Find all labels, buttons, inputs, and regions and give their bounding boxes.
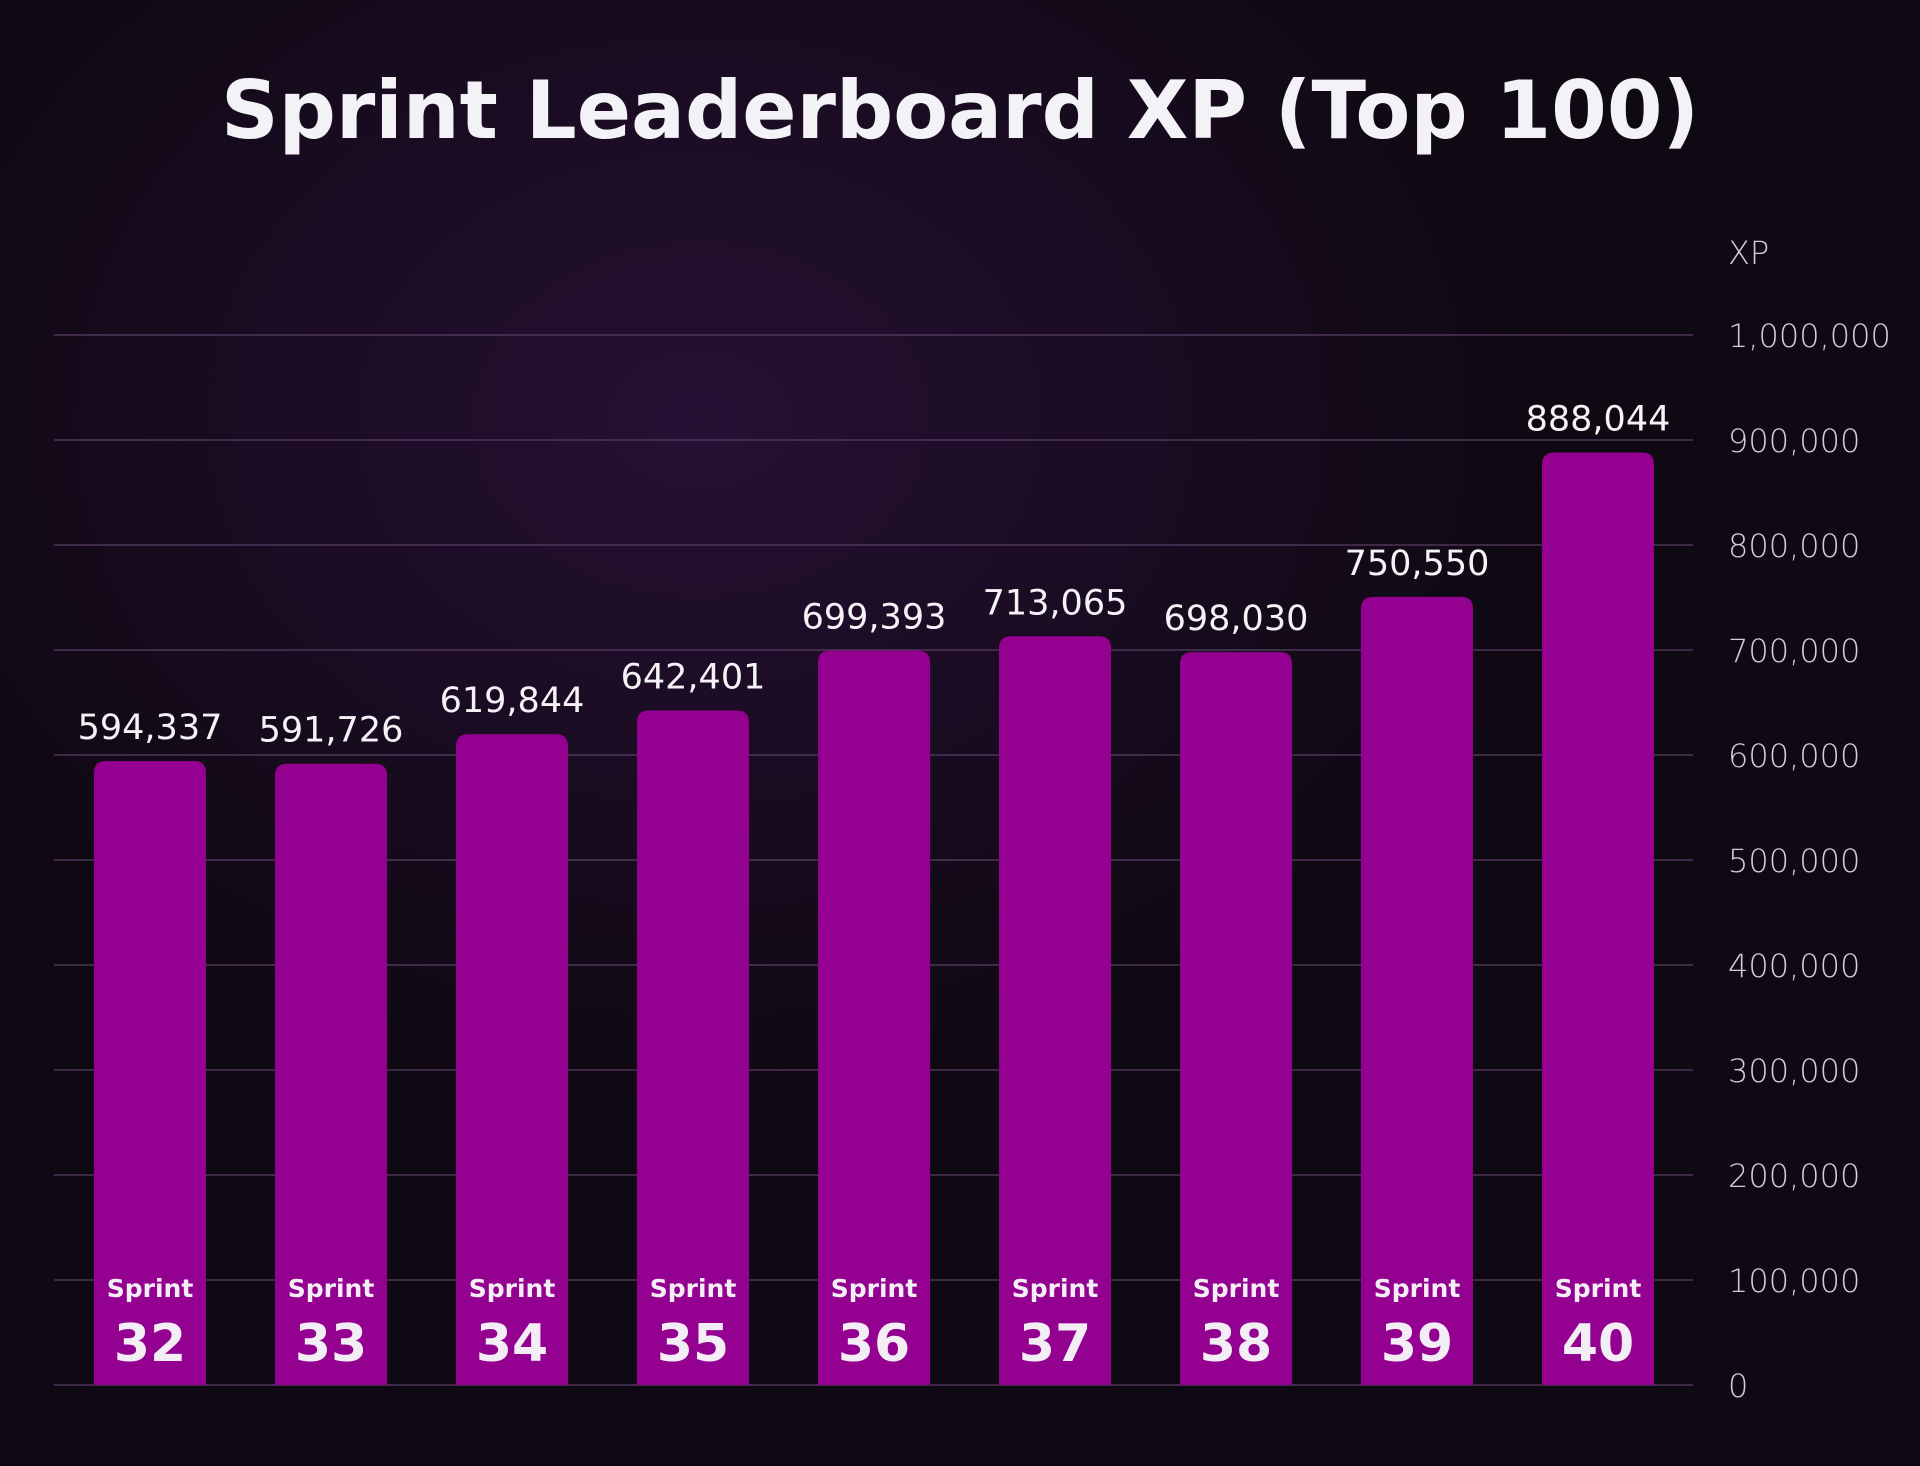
value-label: 698,030 bbox=[1164, 599, 1309, 639]
y-tick-label: 600,000 bbox=[1728, 737, 1860, 775]
y-tick-label: 400,000 bbox=[1728, 947, 1860, 985]
category-label-prefix: Sprint bbox=[1012, 1274, 1099, 1303]
category-label-number: 39 bbox=[1381, 1314, 1453, 1374]
category-label-prefix: Sprint bbox=[107, 1274, 194, 1303]
y-axis-title: XP bbox=[1728, 234, 1769, 272]
value-label: 619,844 bbox=[440, 681, 585, 721]
category-label-prefix: Sprint bbox=[288, 1274, 375, 1303]
category-label-prefix: Sprint bbox=[1555, 1274, 1642, 1303]
bar-sprint-38 bbox=[1180, 652, 1292, 1385]
y-tick-label: 200,000 bbox=[1728, 1157, 1860, 1195]
category-label-prefix: Sprint bbox=[1374, 1274, 1461, 1303]
bar-sprint-40 bbox=[1542, 452, 1654, 1385]
y-tick-label: 300,000 bbox=[1728, 1052, 1860, 1090]
category-label-number: 36 bbox=[838, 1314, 910, 1374]
value-label: 750,550 bbox=[1345, 544, 1490, 584]
bar-sprint-36 bbox=[818, 650, 930, 1385]
value-label: 713,065 bbox=[983, 583, 1128, 623]
chart-title: Sprint Leaderboard XP (Top 100) bbox=[220, 64, 1700, 157]
y-tick-label: 900,000 bbox=[1728, 422, 1860, 460]
y-tick-label: 700,000 bbox=[1728, 632, 1860, 670]
category-label-prefix: Sprint bbox=[650, 1274, 737, 1303]
y-tick-label: 0 bbox=[1728, 1367, 1748, 1405]
y-tick-label: 100,000 bbox=[1728, 1262, 1860, 1300]
y-tick-label: 800,000 bbox=[1728, 527, 1860, 565]
value-label: 642,401 bbox=[621, 657, 766, 697]
value-label: 699,393 bbox=[802, 598, 947, 638]
bar-sprint-32 bbox=[94, 760, 206, 1385]
value-label: 591,726 bbox=[259, 711, 404, 751]
bar-sprint-34 bbox=[456, 734, 568, 1385]
category-label-number: 32 bbox=[114, 1314, 186, 1374]
category-label-number: 34 bbox=[476, 1314, 548, 1374]
value-labels: 594,337 Sprint 32 591,726 Sprint 33 619,844 Spr… bbox=[78, 400, 1671, 1374]
category-label-number: 35 bbox=[657, 1314, 729, 1374]
bar-sprint-39 bbox=[1361, 596, 1473, 1385]
category-label-prefix: Sprint bbox=[1193, 1274, 1280, 1303]
y-tick-label: 1,000,000 bbox=[1728, 317, 1891, 355]
category-label-number: 38 bbox=[1200, 1314, 1272, 1374]
bar-sprint-37 bbox=[999, 636, 1111, 1385]
value-label: 888,044 bbox=[1526, 400, 1671, 440]
category-label-number: 37 bbox=[1019, 1314, 1091, 1374]
y-tick-label: 500,000 bbox=[1728, 842, 1860, 880]
value-label: 594,337 bbox=[78, 708, 223, 748]
bars bbox=[94, 452, 1654, 1385]
category-label-number: 33 bbox=[295, 1314, 367, 1374]
bar-sprint-33 bbox=[275, 763, 387, 1385]
category-label-prefix: Sprint bbox=[831, 1274, 918, 1303]
category-label-prefix: Sprint bbox=[469, 1274, 556, 1303]
bar-sprint-35 bbox=[637, 710, 749, 1385]
y-axis: XP 0 100,000 200,000 300,000 400,000 500,000 6… bbox=[1728, 234, 1891, 1405]
category-label-number: 40 bbox=[1562, 1314, 1634, 1374]
